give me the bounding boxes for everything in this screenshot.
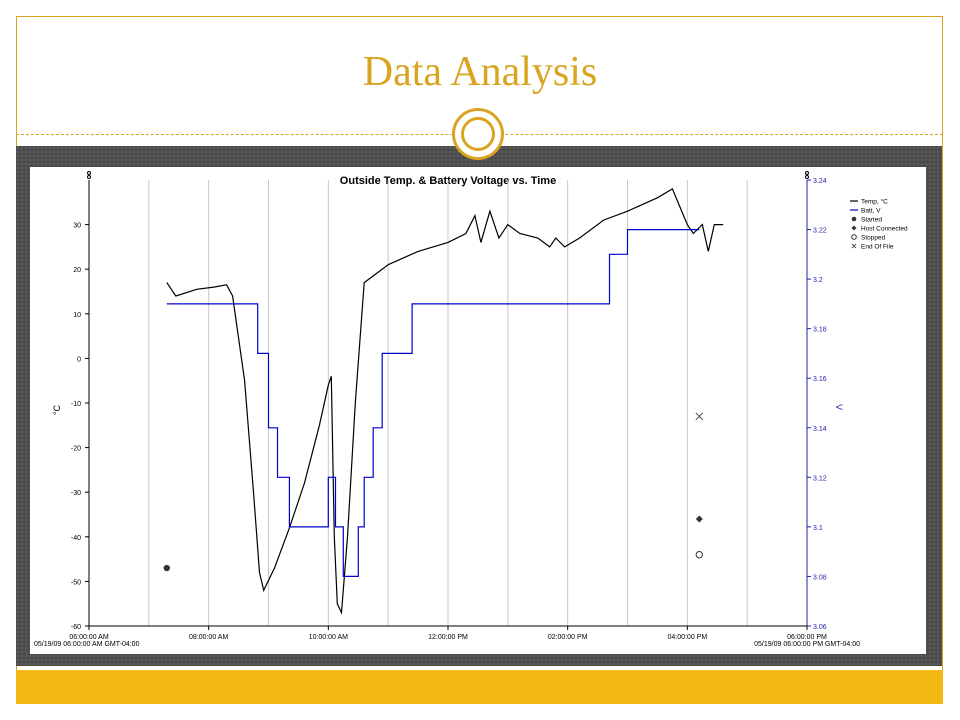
marker-started [163, 564, 170, 572]
y2-tick-label: 3.12 [813, 475, 827, 482]
y-tick-label: -10 [71, 401, 81, 408]
bottom-right-date-label: 05/19/09 06:00:00 PM GMT-04:00 [754, 641, 860, 648]
ring-ornament-icon [452, 108, 504, 160]
footer-bar [16, 670, 943, 704]
y2-tick-label: 3.2 [813, 277, 823, 284]
x-tick-label: 02:00:00 PM [548, 634, 588, 641]
x-tick-label: 06:00:00 AM [69, 634, 108, 641]
y-axis-label: °C [52, 404, 62, 415]
y-tick-label: -60 [71, 624, 81, 631]
legend-item-label: Started [861, 217, 882, 224]
axis-end-marker [805, 171, 809, 175]
chart-svg: Outside Temp. & Battery Voltage vs. Time… [34, 171, 908, 648]
legend-symbol-host [851, 225, 857, 231]
y-tick-label: 0 [77, 356, 81, 363]
y-tick-label: -50 [71, 579, 81, 586]
legend-item-label: Host Connected [861, 226, 908, 233]
chart-area: Outside Temp. & Battery Voltage vs. Time… [30, 167, 926, 654]
marker-end-of-file [695, 412, 704, 421]
y2-tick-label: 3.18 [813, 327, 827, 334]
x-tick-label: 08:00:00 AM [189, 634, 228, 641]
x-tick-label: 12:00:00 PM [428, 634, 468, 641]
series-line-temp [166, 188, 724, 615]
y-tick-label: -20 [71, 446, 81, 453]
x-tick-label: 06:00:00 PM [787, 634, 827, 641]
y-tick-label: -40 [71, 535, 81, 542]
bottom-left-date-label: 05/19/09 06:00:00 AM GMT-04:00 [34, 641, 140, 648]
axis-end-marker [87, 171, 91, 175]
x-tick-label: 10:00:00 AM [309, 634, 348, 641]
y2-tick-label: 3.1 [813, 525, 823, 532]
x-tick-label: 04:00:00 PM [667, 634, 707, 641]
legend-symbol-started [851, 216, 857, 222]
y2-tick-label: 3.08 [813, 574, 827, 581]
axis-end-marker [87, 175, 91, 179]
y2-tick-label: 3.24 [813, 178, 827, 185]
legend-symbol-stopped [851, 234, 857, 240]
axis-end-marker [805, 175, 809, 179]
y-tick-label: -30 [71, 490, 81, 497]
legend-item-label: Stopped [861, 235, 886, 242]
legend-item-label: Batt, V [861, 208, 881, 215]
y-tick-label: 30 [73, 223, 81, 230]
legend-item-label: End Of File [861, 244, 894, 251]
legend-item-label: Temp, °C [861, 198, 888, 206]
marker-stopped [695, 550, 703, 559]
y2-tick-label: 3.16 [813, 376, 827, 383]
y2-tick-label: 3.22 [813, 228, 827, 235]
y2-axis-label: V [834, 404, 844, 410]
y-tick-label: 10 [73, 312, 81, 319]
legend-symbol-eof [851, 243, 857, 249]
marker-host-connected [695, 515, 703, 523]
y-tick-label: 20 [73, 267, 81, 274]
y2-tick-label: 3.14 [813, 426, 827, 433]
series-line-battery [166, 228, 700, 577]
slide-title: Data Analysis [362, 49, 598, 95]
y2-tick-label: 3.06 [813, 624, 827, 631]
